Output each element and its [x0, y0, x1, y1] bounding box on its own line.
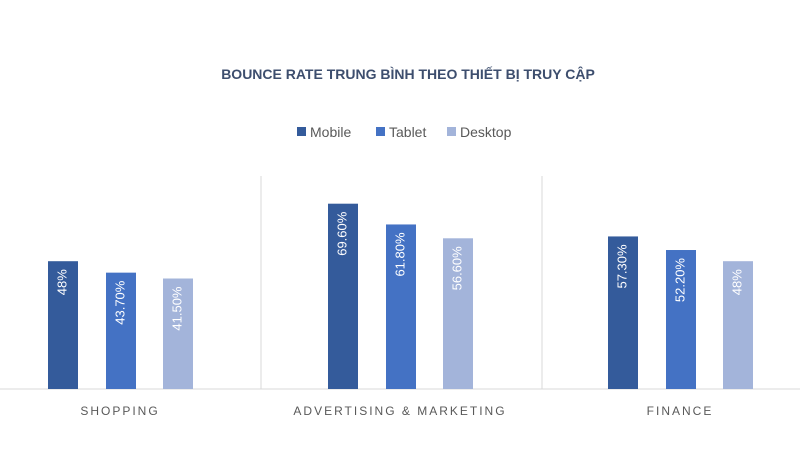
bar-tablet	[386, 224, 416, 389]
bar-tablet	[106, 272, 136, 389]
bar-desktop	[443, 238, 473, 389]
chart-title: BOUNCE RATE TRUNG BÌNH THEO THIẾT BỊ TRU…	[221, 65, 595, 82]
data-label: 48%	[54, 269, 69, 295]
data-label: 43.70%	[112, 280, 127, 325]
data-label: 61.80%	[392, 232, 407, 277]
data-label: 41.50%	[169, 286, 184, 331]
bar-desktop	[723, 261, 753, 389]
legend-label-tablet: Tablet	[389, 124, 426, 140]
x-tick-label: ADVERTISING & MARKETING	[293, 404, 506, 418]
bar-mobile	[608, 236, 638, 389]
data-label: 56.60%	[449, 246, 464, 291]
x-tick-label: FINANCE	[647, 404, 714, 418]
legend: Mobile Tablet Desktop	[297, 124, 512, 140]
data-label: 52.20%	[672, 258, 687, 303]
bars: 48% 43.70% 41.50% 69.60% 61.80% 56.60% 57.30% 5…	[48, 203, 753, 389]
bar-desktop	[163, 278, 193, 389]
bar-mobile	[48, 261, 78, 389]
legend-label-mobile: Mobile	[310, 124, 351, 140]
data-label: 48%	[729, 269, 744, 295]
legend-swatch-desktop	[447, 127, 456, 136]
bar-mobile	[328, 203, 358, 389]
legend-swatch-mobile	[297, 127, 306, 136]
data-label: 69.60%	[334, 211, 349, 256]
data-label: 57.30%	[614, 244, 629, 289]
legend-label-desktop: Desktop	[460, 124, 512, 140]
x-tick-label: SHOPPING	[80, 404, 159, 418]
legend-swatch-tablet	[376, 127, 385, 136]
bar-tablet	[666, 250, 696, 389]
